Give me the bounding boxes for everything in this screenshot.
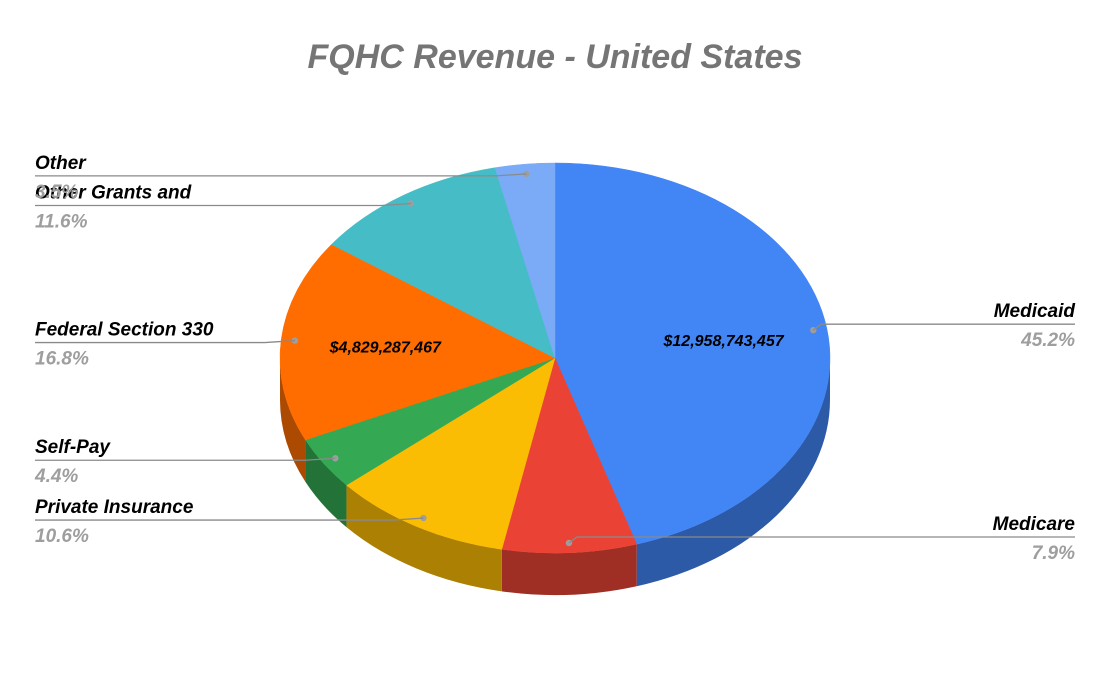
label-percent-other: 3.5% [35,182,78,203]
label-name-medicaid: Medicaid [994,301,1076,322]
leader-line-self-pay [35,457,336,461]
value-label-federal-section-330: $4,829,287,467 [329,340,442,357]
label-percent-federal-section-330: 16.8% [35,349,89,370]
pie-side-federal-section-330 [280,358,306,482]
label-percent-medicare: 7.9% [1032,543,1075,564]
pie-slice-federal-section-330 [279,244,556,441]
pie-labels: $12,958,743,457 $4,829,287,467 Medicaid 45.… [34,153,1075,564]
leader-line-federal-section-330 [35,339,295,344]
label-name-other: Other [35,153,87,174]
leader-line-medicare [568,536,1075,544]
leader-line-medicaid [812,323,1075,331]
label-percent-self-pay: 4.4% [34,466,78,487]
leader-dot-self-pay [332,455,339,462]
leader-dot-federal-section-330 [291,337,299,344]
label-name-self-pay: Self-Pay [35,437,111,458]
pie-side-medicaid [636,358,831,587]
pie-slice-medicare [501,357,638,554]
label-percent-other-grants-and: 11.6% [35,211,88,232]
pie-slices [279,162,831,554]
pie-side-self-pay [305,439,347,528]
label-percent-private-insurance: 10.6% [35,526,89,547]
label-name-medicare: Medicare [993,514,1076,535]
value-label-medicaid: $12,958,743,457 [663,333,785,350]
pie-slice-other-grants-and [331,167,556,359]
label-name-private-insurance: Private Insurance [35,497,194,518]
pie-slice-other [494,162,556,359]
leader-line-other-grants-and [35,202,411,207]
label-percent-medicaid: 45.2% [1020,330,1075,351]
leader-line-other [35,173,527,177]
pie-slice-medicaid [554,162,831,545]
pie-slice-private-insurance [346,357,556,550]
label-name-other-grants-and: Other Grants and [35,182,192,203]
chart-title: FQHC Revenue - United States [308,38,803,76]
pie-side-medicare [501,544,637,595]
leader-line-private-insurance [35,517,424,521]
label-name-federal-section-330: Federal Section 330 [35,320,214,341]
